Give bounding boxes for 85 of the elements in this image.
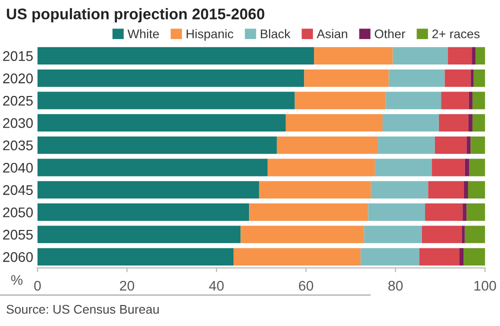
bar [378, 136, 435, 154]
bar [38, 69, 304, 87]
bar [38, 136, 277, 154]
bar [364, 226, 422, 244]
y-tick-label: 2030 [3, 118, 33, 128]
bar [444, 69, 471, 87]
bar [419, 248, 460, 266]
bar [286, 114, 383, 132]
bar [466, 203, 485, 221]
bar [38, 47, 314, 65]
bar [462, 203, 467, 221]
y-tick-label: 2035 [3, 140, 33, 150]
bar [38, 114, 286, 132]
bar [38, 226, 241, 244]
bar [472, 47, 476, 65]
x-tick-label: 60 [298, 280, 314, 291]
y-tick-label: 2060 [3, 252, 33, 262]
bar [38, 203, 250, 221]
bar [294, 92, 386, 110]
y-tick-label: 2020 [3, 73, 33, 84]
bar [360, 248, 420, 266]
bar [304, 69, 389, 87]
bar [374, 158, 432, 176]
bar [472, 92, 485, 110]
bar [468, 92, 472, 110]
bar [240, 226, 364, 244]
bar [469, 158, 485, 176]
bar [268, 158, 375, 176]
bar [38, 158, 268, 176]
bar [422, 226, 462, 244]
bar [234, 248, 361, 266]
legend-label: White [128, 29, 159, 38]
bar [38, 248, 234, 266]
bar [392, 47, 448, 65]
bar [462, 226, 465, 244]
y-tick-label: 2050 [3, 207, 33, 218]
y-tick-label: 2055 [3, 230, 33, 240]
bar [432, 158, 465, 176]
legend-label: Black [260, 29, 290, 38]
bar [314, 47, 393, 65]
bar [464, 158, 470, 176]
y-tick-label: 2025 [3, 96, 33, 106]
x-tick-label: 80 [388, 280, 403, 291]
bar [386, 92, 442, 110]
bar [464, 248, 485, 266]
bar [370, 181, 428, 199]
legend-label: Hispanic [186, 29, 234, 41]
x-axis-title: % [11, 275, 23, 285]
legend-label: 2+ races [432, 29, 480, 38]
chart-title: US population projection 2015-2060 [6, 8, 264, 22]
bar [428, 181, 464, 199]
source-note: Source: US Census Bureau [6, 304, 159, 314]
bar [38, 181, 260, 199]
bar [464, 181, 468, 199]
bar [38, 92, 295, 110]
bar [472, 114, 485, 132]
x-tick-label: 20 [120, 280, 134, 291]
x-tick-label: 0 [34, 280, 41, 291]
bar [425, 203, 463, 221]
bar [466, 136, 471, 154]
y-tick-label: 2040 [3, 162, 33, 173]
bar [438, 114, 468, 132]
y-tick-label: 2015 [3, 51, 33, 61]
bar [459, 248, 464, 266]
bar [388, 69, 445, 87]
bar [448, 47, 472, 65]
bar [259, 181, 371, 199]
bar [476, 47, 485, 65]
x-tick-label: 40 [209, 280, 224, 291]
bar [276, 136, 378, 154]
y-tick-label: 2045 [3, 185, 33, 195]
bar [441, 92, 469, 110]
legend-label: Asian [316, 29, 348, 38]
bar [474, 69, 485, 87]
bar [249, 203, 368, 221]
bar [464, 226, 485, 244]
bar [468, 114, 472, 132]
bar [434, 136, 467, 154]
x-tick-label: 100 [474, 280, 496, 291]
bar [368, 203, 426, 221]
bar [468, 181, 485, 199]
bar [470, 136, 485, 154]
bar [382, 114, 439, 132]
bar [470, 69, 474, 87]
legend-label: Other [374, 29, 406, 38]
